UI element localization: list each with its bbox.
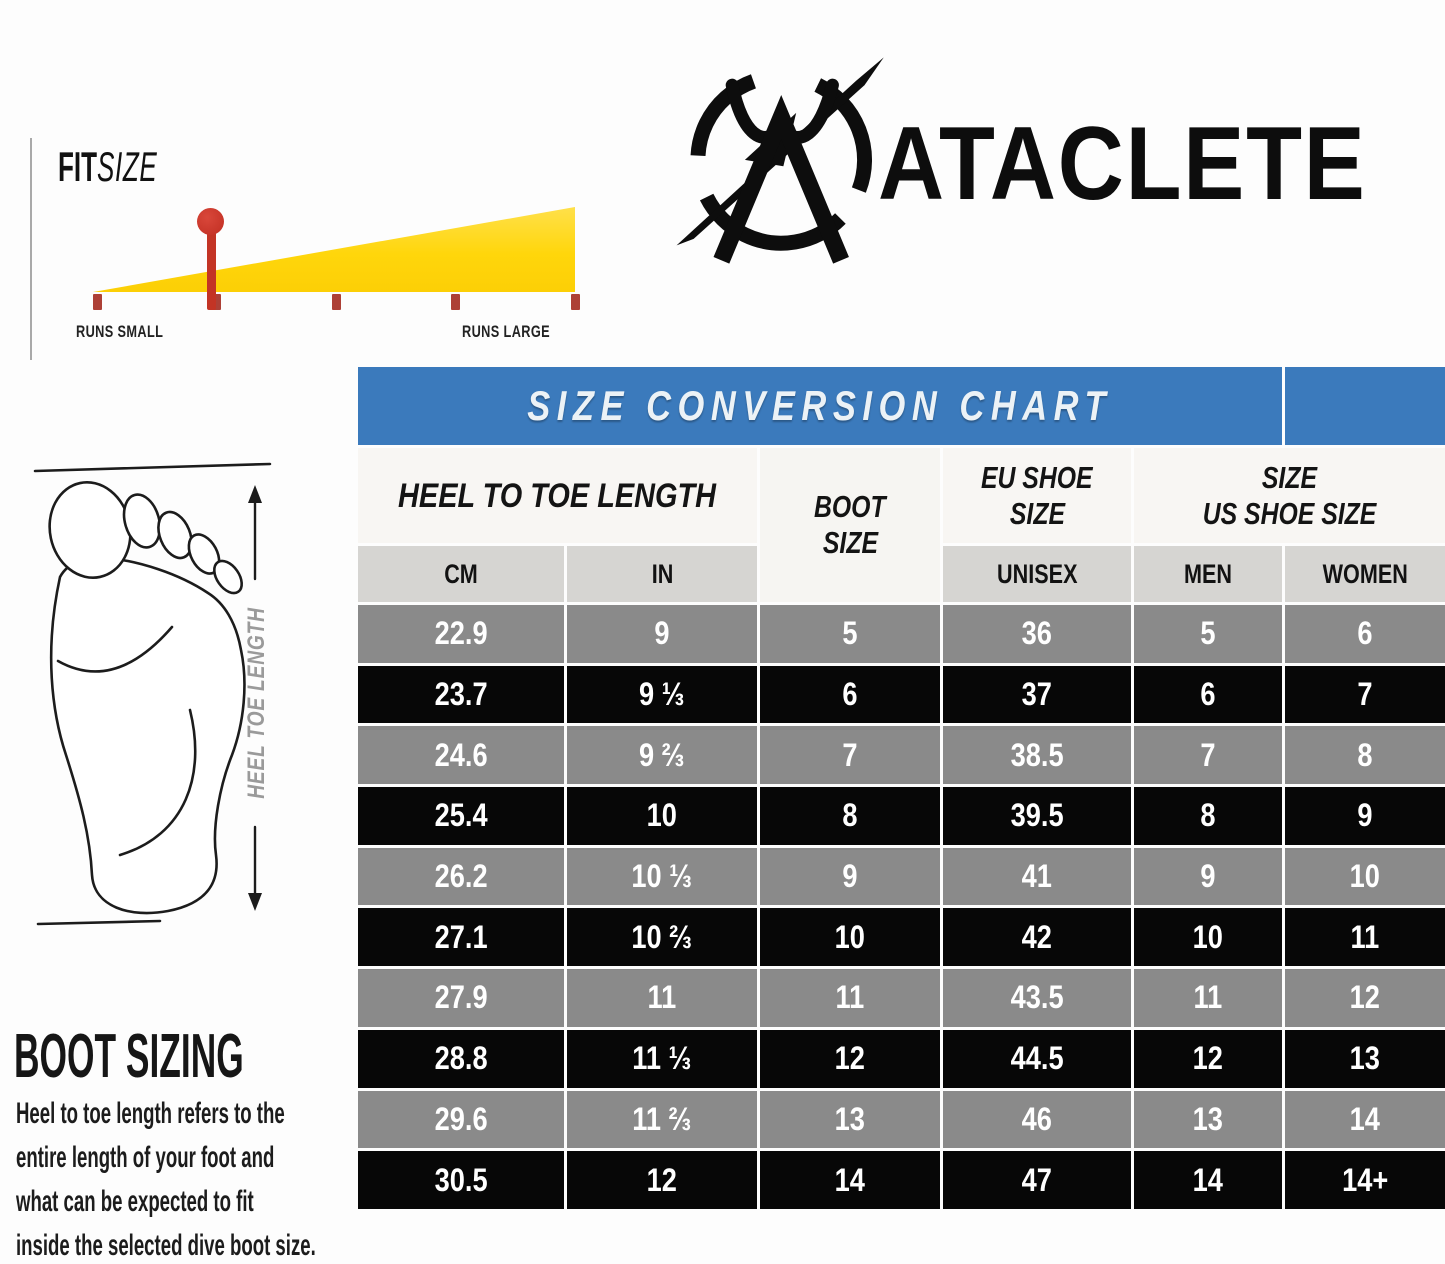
table-cell: 38.5 (943, 726, 1131, 785)
description-line: inside the selected dive boot size. (16, 1229, 316, 1262)
table-cell: 5 (760, 605, 940, 663)
table-cell: 11 (1285, 908, 1445, 967)
size-table: SIZE CONVERSION CHART HEEL TO TOE LENGTH… (358, 367, 1445, 1214)
column-group-boot-size: BOOT SIZE (760, 448, 940, 602)
table-cell: 10 ⅔ (567, 908, 757, 967)
fit-size-heading: FITSIZE (58, 146, 218, 188)
column-group-eu-shoe-size: EU SHOE SIZE (943, 448, 1131, 543)
table-cell: 41 (943, 847, 1131, 906)
subheader-cm: CM (358, 546, 564, 602)
table-cell: 30.5 (358, 1151, 564, 1209)
table-cell: 13 (1285, 1029, 1445, 1088)
heel-toe-length-label: HEEL TOE LENGTH (243, 607, 270, 799)
table-title: SIZE CONVERSION CHART (527, 382, 1113, 429)
table-cell: 25.4 (358, 787, 564, 845)
table-cell: 12 (1134, 1029, 1282, 1088)
table-cell: 8 (1285, 726, 1445, 785)
table-cell: 14 (1285, 1090, 1445, 1149)
runs-small-label: RUNS SMALL (76, 322, 164, 341)
table-cell: 6 (1285, 605, 1445, 663)
table-cell: 36 (943, 605, 1131, 663)
table-cell: 13 (760, 1090, 940, 1149)
table-cell: 8 (1134, 787, 1282, 845)
boot-sizing-description: Heel to toe length refers to the entire … (16, 1092, 499, 1264)
table-cell: 27.1 (358, 908, 564, 967)
slider-tick (212, 294, 221, 310)
table-cell: 10 (1134, 908, 1282, 967)
boot-sizing-heading: BOOT SIZING (14, 1022, 244, 1091)
column-group-heel-to-toe: HEEL TO TOE LENGTH (358, 448, 757, 543)
table-cell: 11 ⅔ (567, 1090, 757, 1149)
description-line: entire length of your foot and (16, 1141, 275, 1174)
description-line: Heel to toe length refers to the (16, 1097, 285, 1130)
subheader-men: MEN (1134, 546, 1282, 602)
table-cell: 10 (760, 908, 940, 967)
table-title-bar: SIZE CONVERSION CHART (358, 367, 1282, 445)
table-cell: 5 (1134, 605, 1282, 663)
slider-tick (331, 294, 341, 310)
table-cell: 44.5 (943, 1029, 1131, 1088)
fit-gradient-triangle (93, 207, 575, 292)
table-cell: 22.9 (358, 605, 564, 663)
fit-heading-bold: FIT (58, 143, 98, 190)
table-cell: 47 (943, 1151, 1131, 1209)
fit-marker-pin (197, 208, 224, 235)
table-cell: 39.5 (943, 787, 1131, 845)
slider-tick (92, 294, 102, 310)
table-cell: 13 (1134, 1090, 1282, 1149)
table-cell: 7 (1134, 726, 1282, 785)
table-cell: 12 (567, 1151, 757, 1209)
subheader-women: WOMEN (1285, 546, 1445, 602)
table-title-bar-stub (1285, 367, 1445, 445)
table-cell: 14+ (1285, 1151, 1445, 1209)
fit-heading-italic: SIZE (97, 143, 158, 190)
table-cell: 9 (567, 605, 757, 663)
runs-large-label: RUNS LARGE (461, 322, 550, 341)
description-line: what can be expected to fit (16, 1185, 254, 1218)
table-cell: 28.8 (358, 1029, 564, 1088)
table-cell: 10 ⅓ (567, 847, 757, 906)
table-cell: 11 ⅓ (567, 1029, 757, 1088)
fit-marker-stem (207, 230, 216, 310)
slider-tick (451, 294, 460, 310)
table-cell: 14 (760, 1151, 940, 1209)
column-group-us-shoe-size: SIZE US SHOE SIZE (1134, 448, 1445, 543)
table-cell: 23.7 (358, 665, 564, 724)
table-cell: 6 (760, 665, 940, 724)
table-cell: 9 (1285, 787, 1445, 845)
table-cell: 12 (760, 1029, 940, 1088)
fit-slider: RUNS SMALL RUNS LARGE (76, 200, 581, 355)
table-cell: 26.2 (358, 847, 564, 906)
table-cell: 14 (1134, 1151, 1282, 1209)
ataclete-logo-icon (676, 57, 884, 264)
table-cell: 9 ⅔ (567, 726, 757, 785)
table-cell: 7 (760, 726, 940, 785)
left-divider-rule (30, 138, 32, 360)
table-cell: 27.9 (358, 969, 564, 1027)
table-cell: 29.6 (358, 1090, 564, 1149)
foot-outline-diagram (33, 462, 272, 926)
table-cell: 9 (760, 847, 940, 906)
table-cell: 10 (567, 787, 757, 845)
subheader-unisex: UNISEX (943, 546, 1131, 602)
table-cell: 37 (943, 665, 1131, 724)
table-cell: 12 (1285, 969, 1445, 1027)
table-cell: 10 (1285, 847, 1445, 906)
table-cell: 43.5 (943, 969, 1131, 1027)
table-cell: 11 (760, 969, 940, 1027)
brand-wordmark: ATACLETE (878, 106, 1367, 222)
table-cell: 24.6 (358, 726, 564, 785)
table-cell: 6 (1134, 665, 1282, 724)
table-cell: 46 (943, 1090, 1131, 1149)
slider-tick (570, 294, 580, 310)
subheader-in: IN (567, 546, 757, 602)
table-cell: 11 (1134, 969, 1282, 1027)
table-cell: 7 (1285, 665, 1445, 724)
table-cell: 9 (1134, 847, 1282, 906)
table-cell: 11 (567, 969, 757, 1027)
table-cell: 9 ⅓ (567, 665, 757, 724)
table-cell: 42 (943, 908, 1131, 967)
table-cell: 8 (760, 787, 940, 845)
